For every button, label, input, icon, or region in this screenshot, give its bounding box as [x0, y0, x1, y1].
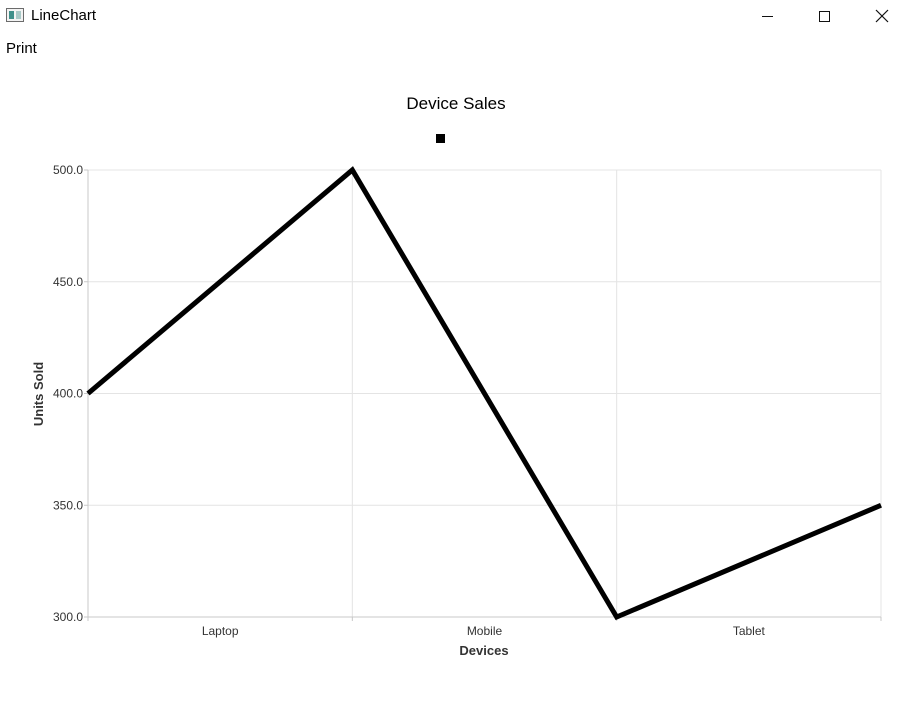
y-tick-label: 500.0 — [53, 163, 83, 177]
close-icon — [875, 9, 889, 23]
y-tick-label: 300.0 — [53, 610, 83, 624]
y-axis-label: Units Sold — [31, 362, 46, 426]
tick-labels: 300.0 350.0 400.0 450.0 500.0 Laptop Mobile Tab… — [53, 163, 766, 638]
chart-title: Device Sales — [406, 94, 506, 113]
close-button[interactable] — [859, 0, 905, 32]
y-tick-label: 350.0 — [53, 498, 83, 512]
legend-series-symbol — [436, 134, 445, 143]
y-tick-label: 400.0 — [53, 387, 83, 401]
x-axis-label: Devices — [459, 643, 508, 658]
x-tick-label: Mobile — [467, 624, 503, 638]
minimize-button[interactable] — [744, 0, 790, 32]
maximize-button[interactable] — [801, 0, 847, 32]
menu-item-print[interactable]: Print — [6, 40, 37, 57]
window-title: LineChart — [31, 7, 97, 24]
chart-series — [86, 166, 882, 621]
series-line — [86, 166, 882, 621]
y-tick-label: 450.0 — [53, 275, 83, 289]
minimize-icon — [761, 15, 773, 17]
menu-bar: Print — [0, 36, 912, 60]
x-tick-label: Laptop — [202, 624, 239, 638]
maximize-icon — [818, 10, 830, 22]
x-tick-label: Tablet — [733, 624, 766, 638]
app-window-icon — [6, 8, 24, 22]
title-bar[interactable]: LineChart — [0, 0, 912, 32]
